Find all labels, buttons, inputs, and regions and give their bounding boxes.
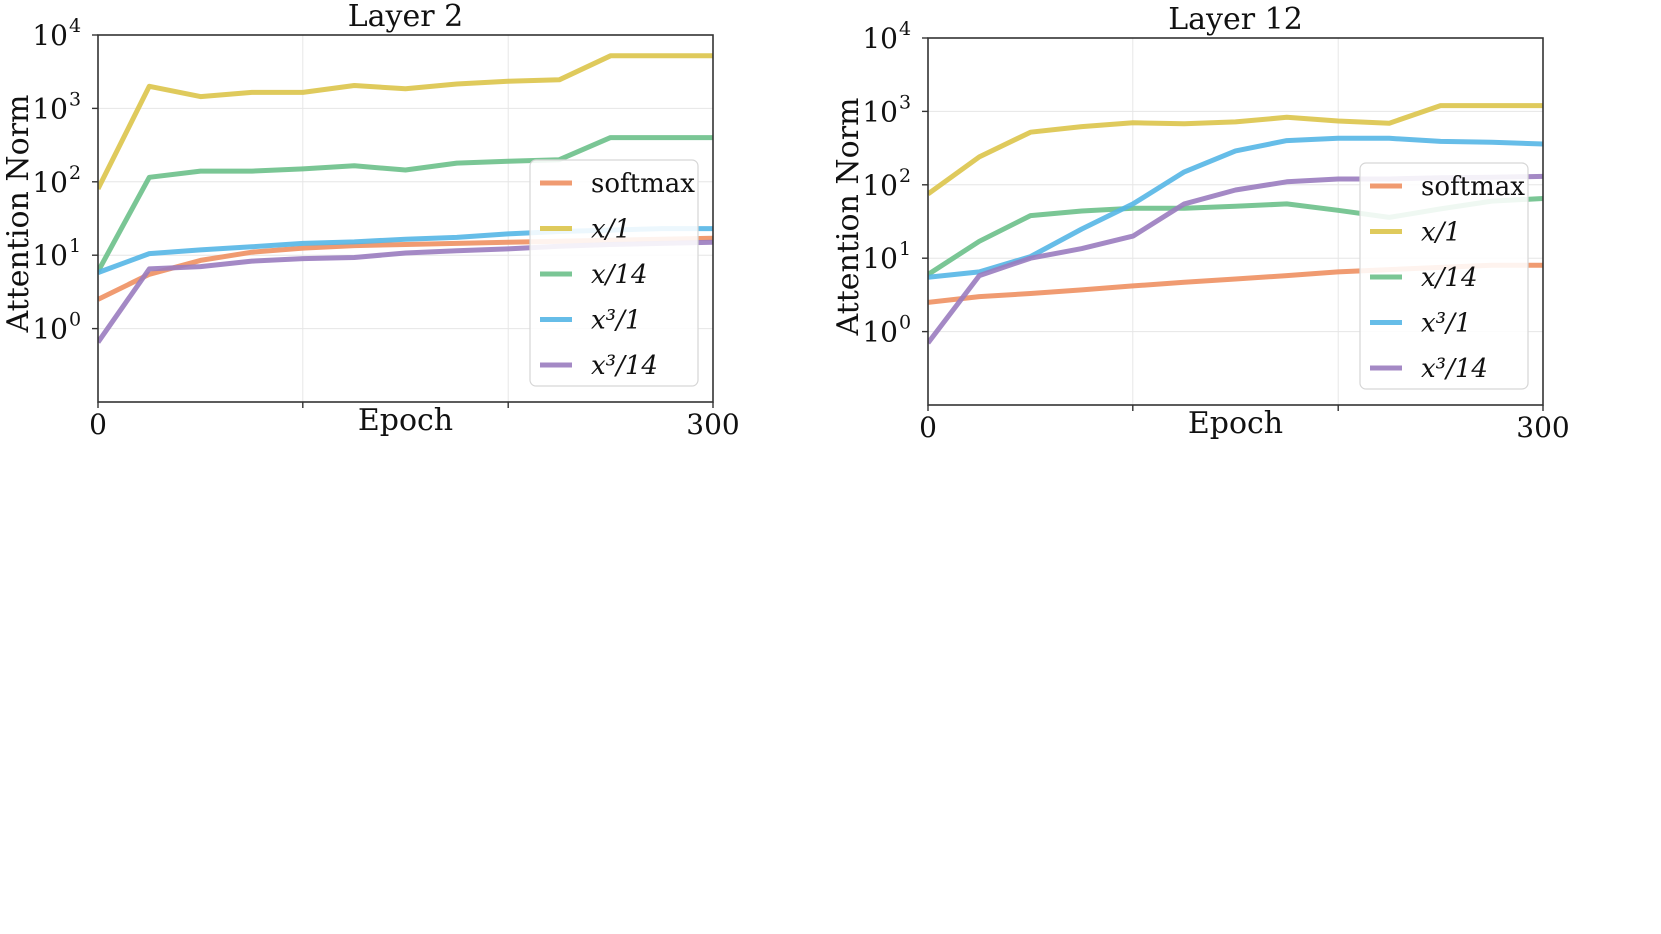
y-tick-label: 10 [862,169,898,202]
legend: softmax x/1 x/14 x³/1 x³/14 [529,159,699,387]
y-tick-exponent: 2 [899,165,911,187]
y-tick-exponent: 3 [69,88,81,110]
y-tick-label: 10 [862,22,898,55]
y-tick-label: 10 [32,92,68,125]
series-line-x1 [928,103,1543,197]
x-ticks: 0 300 [919,405,1570,444]
y-tick-exponent: 1 [899,238,911,260]
legend-label-x1: x/1 [1421,218,1461,248]
y-tick-label: 10 [862,95,898,128]
y-tick-exponent: 4 [69,15,81,37]
y-tick-exponent: 4 [899,18,911,40]
y-tick-exponent: 0 [69,309,81,331]
x-ticks: 0 300 [89,402,740,441]
x-axis-label: Epoch [358,403,453,438]
legend-label-x31: x³/1 [1421,309,1471,339]
y-axis-label: Attention Norm [1,95,36,334]
y-axis-label: Attention Norm [831,98,866,337]
legend-label-softmax: softmax [591,169,695,199]
y-tick-label: 10 [32,19,68,52]
legend-label-x314: x³/14 [1421,354,1488,384]
y-tick-exponent: 0 [899,312,911,334]
plot-frame [927,37,1544,406]
y-tick-exponent: 1 [69,235,81,257]
plot-frame [97,34,714,403]
series-line-x14 [98,135,713,273]
chart-title: Layer 2 [348,0,463,34]
y-tick-label: 10 [32,239,68,272]
legend-label-x1: x/1 [591,215,631,245]
legend-label-x14: x/14 [1421,263,1478,293]
legend: softmax x/1 x/14 x³/1 x³/14 [1359,162,1529,390]
legend-label-x314: x³/14 [591,351,658,381]
chart-title: Layer 12 [1168,2,1303,37]
y-tick-label: 10 [32,313,68,346]
legend-label-x14: x/14 [591,260,648,290]
x-axis-label: Epoch [1188,406,1283,441]
y-tick-label: 10 [862,316,898,349]
y-tick-label: 10 [862,242,898,275]
legend-label-x31: x³/1 [591,306,641,336]
series-line-x1 [98,53,713,191]
x-tick-label: 300 [686,408,739,441]
legend-box [1359,162,1529,390]
x-tick-label: 0 [89,408,107,441]
x-tick-label: 300 [1516,411,1569,444]
y-tick-exponent: 3 [899,91,911,113]
legend-box [529,159,699,387]
y-tick-label: 10 [32,166,68,199]
x-tick-label: 0 [919,411,937,444]
legend-label-softmax: softmax [1421,172,1525,202]
y-tick-exponent: 2 [69,162,81,184]
